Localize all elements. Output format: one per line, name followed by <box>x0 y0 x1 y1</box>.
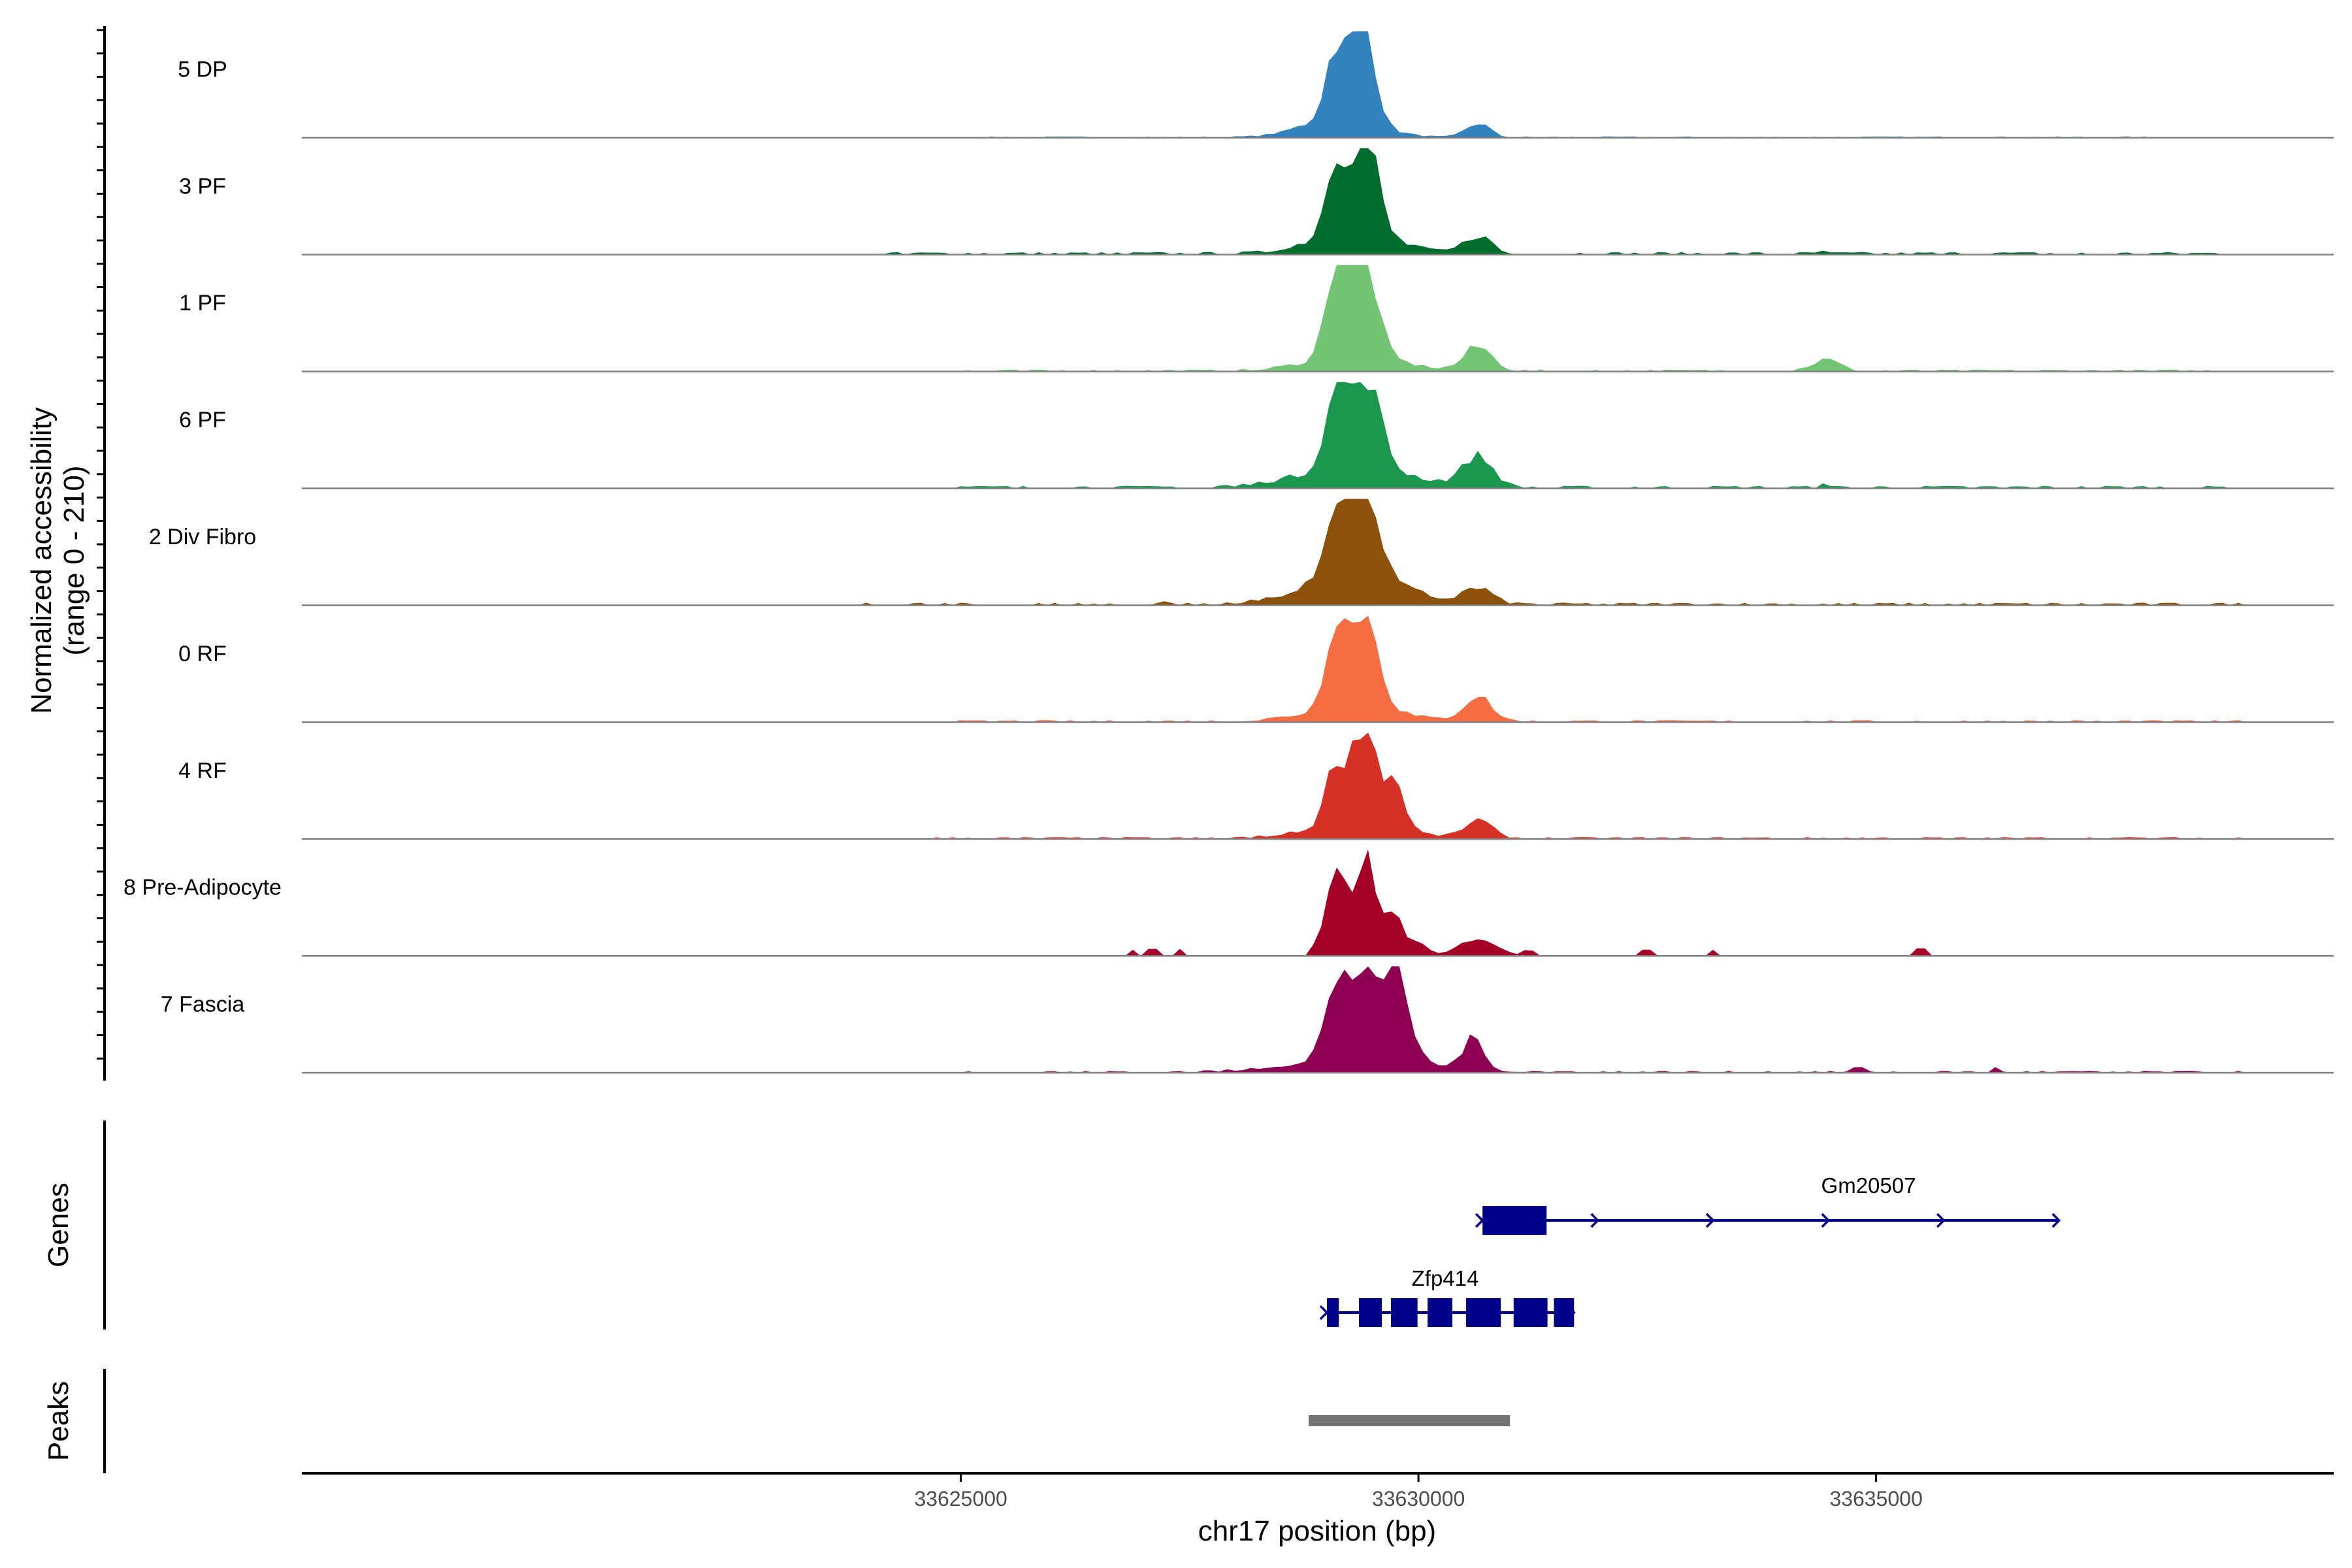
track-label: 7 Fascia <box>161 992 245 1017</box>
coverage-track: 2 Div Fibro <box>149 498 2334 606</box>
track-label: 4 RF <box>178 759 227 783</box>
coverage-track: 4 RF <box>178 732 2334 840</box>
gene-exon <box>1554 1298 1575 1327</box>
gene-exon <box>1482 1206 1547 1235</box>
track-label: 5 DP <box>178 57 227 82</box>
strand-arrow <box>1319 1305 1329 1320</box>
gene-exon <box>1428 1298 1452 1327</box>
coverage-area <box>302 382 2334 489</box>
x-tick-label: 33635000 <box>1829 1487 1922 1511</box>
gene-label: Gm20507 <box>1821 1173 1916 1198</box>
strand-arrow <box>2051 1213 2061 1228</box>
strand-arrow <box>1936 1213 1946 1228</box>
genes-axis-title: Genes <box>42 1183 74 1267</box>
coverage-track: 7 Fascia <box>161 966 2334 1074</box>
gene-exon <box>1391 1298 1418 1327</box>
gene-label: Zfp414 <box>1412 1266 1479 1290</box>
peaks-axis-title: Peaks <box>42 1381 74 1461</box>
coverage-track: 8 Pre-Adipocyte <box>123 849 2334 957</box>
coverage-tracks: 5 DP 3 PF 1 PF 6 PF 2 Div Fibro 0 RF 4 RF 8 Pre… <box>123 31 2334 1074</box>
x-axis-title: chr17 position (bp) <box>1198 1515 1436 1547</box>
coverage-track: 0 RF <box>178 615 2334 723</box>
genes-panel: Gm20507 Zfp414 <box>1319 1173 2061 1327</box>
track-label: 1 PF <box>179 291 226 316</box>
coverage-area <box>302 966 2334 1073</box>
gene-exon <box>1513 1298 1548 1327</box>
gene-model: Gm20507 <box>1475 1173 2061 1235</box>
gene-exon <box>1359 1298 1382 1327</box>
coverage-track: 1 PF <box>179 265 2334 372</box>
strand-arrow <box>1475 1213 1484 1228</box>
track-label: 2 Div Fibro <box>149 525 256 549</box>
gene-exon <box>1465 1298 1501 1327</box>
peak-region <box>1308 1415 1511 1426</box>
coverage-track: 6 PF <box>179 382 2334 489</box>
coverage-area <box>302 615 2334 723</box>
coverage-left-axis <box>97 26 106 1081</box>
track-label: 6 PF <box>179 408 226 433</box>
strand-arrow <box>1821 1213 1831 1228</box>
track-label: 3 PF <box>179 174 226 199</box>
coverage-track: 5 DP <box>178 31 2334 139</box>
gene-exon <box>1327 1298 1339 1327</box>
coverage-area <box>302 148 2334 255</box>
y-axis-title-line2: (range 0 - 210) <box>58 465 90 655</box>
coverage-area <box>302 498 2334 606</box>
x-tick-label: 33630000 <box>1372 1487 1465 1511</box>
x-axis-ticks: 33625000 33630000 33635000 <box>914 1473 1923 1511</box>
x-tick-label: 33625000 <box>914 1487 1007 1511</box>
coverage-area <box>302 31 2334 138</box>
y-axis-title-line1: Normalized accessibility <box>25 407 57 713</box>
coverage-area <box>302 849 2334 956</box>
strand-arrow <box>1705 1213 1715 1228</box>
track-label: 8 Pre-Adipocyte <box>123 875 282 900</box>
coverage-track: 3 PF <box>179 148 2334 256</box>
track-label: 0 RF <box>178 642 227 666</box>
coverage-area <box>302 732 2334 840</box>
gene-model: Zfp414 <box>1319 1266 1576 1327</box>
peaks-panel <box>1308 1415 1511 1426</box>
coverage-area <box>302 265 2334 372</box>
strand-arrow <box>1590 1213 1600 1228</box>
